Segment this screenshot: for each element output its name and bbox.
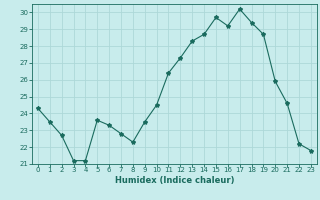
X-axis label: Humidex (Indice chaleur): Humidex (Indice chaleur) bbox=[115, 176, 234, 185]
